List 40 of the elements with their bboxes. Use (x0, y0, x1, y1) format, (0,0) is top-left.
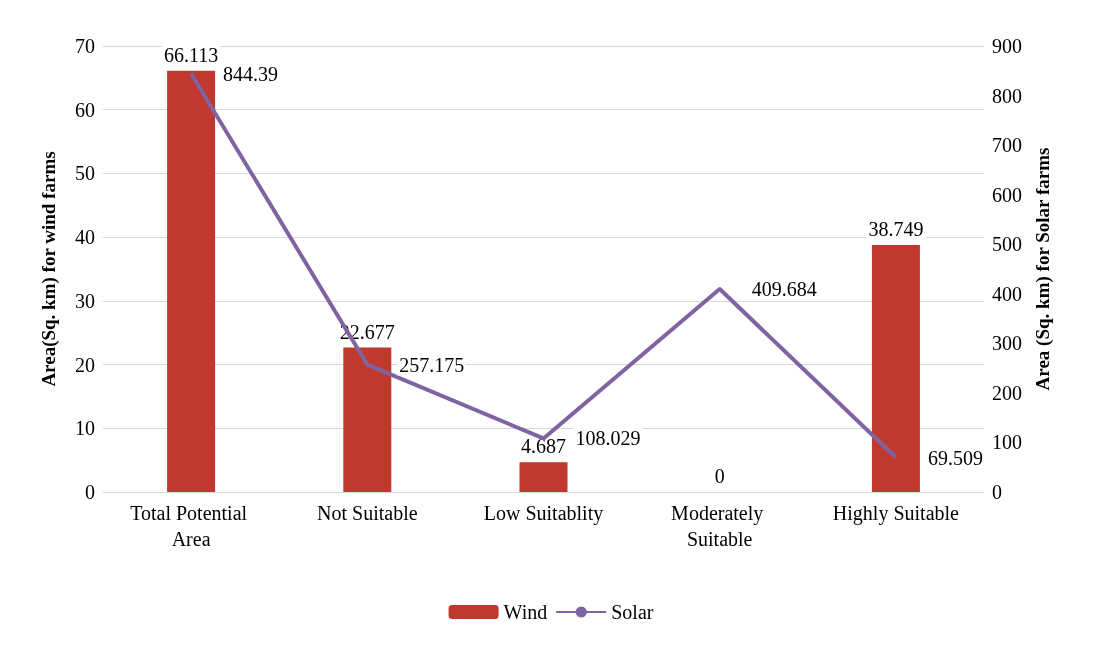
data-label: 108.029 (575, 427, 641, 450)
y2-axis-title: Area (Sq. km) for Solar farms (1031, 147, 1054, 391)
data-label: 69.509 (927, 446, 983, 469)
x-tick-label: Highly Suitable (832, 502, 960, 525)
data-label: 844.39 (223, 62, 279, 85)
legend-label: Solar (611, 601, 654, 623)
y-tick-label: 70 (75, 35, 95, 57)
y2-tick-label: 700 (992, 134, 1022, 157)
data-label: 66.113 (163, 43, 219, 66)
legend-label: Wind (503, 601, 548, 623)
x-tick-label: Total Potential Area (130, 502, 253, 550)
y-tick-label: 10 (75, 417, 95, 440)
y2-tick-label: 200 (992, 381, 1022, 404)
y-tick-label: 50 (75, 162, 95, 185)
data-label: 409.684 (751, 277, 817, 300)
y-tick-label: 30 (75, 289, 95, 312)
data-label: 4.687 (521, 435, 566, 458)
y2-tick-label: 300 (992, 332, 1022, 355)
y-axis-title: Area(Sq. km) for wind farms (38, 151, 60, 387)
y2-tick-label: 800 (992, 84, 1022, 107)
data-label: 38.749 (868, 218, 924, 241)
y2-tick-label: 900 (992, 35, 1022, 57)
y2-tick-label: 400 (992, 282, 1022, 305)
x-tick-label: Moderately Suitable (671, 502, 769, 550)
y2-tick-label: 0 (992, 481, 1002, 503)
x-tick-label: Not Suitable (317, 502, 418, 524)
y2-tick-label: 100 (992, 431, 1022, 454)
data-label: 0 (714, 465, 725, 487)
bar (167, 70, 216, 492)
y2-tick-label: 600 (992, 183, 1022, 206)
y-tick-label: 20 (75, 353, 95, 376)
y2-tick-label: 500 (992, 233, 1022, 256)
y-tick-label: 60 (75, 98, 95, 121)
bar (343, 347, 392, 492)
x-tick-label: Low Suitablity (483, 502, 604, 525)
data-label: 257.175 (399, 353, 465, 376)
bar (519, 462, 568, 492)
y-tick-label: 40 (75, 226, 95, 249)
bar (871, 245, 920, 492)
y-tick-label: 0 (85, 481, 95, 503)
